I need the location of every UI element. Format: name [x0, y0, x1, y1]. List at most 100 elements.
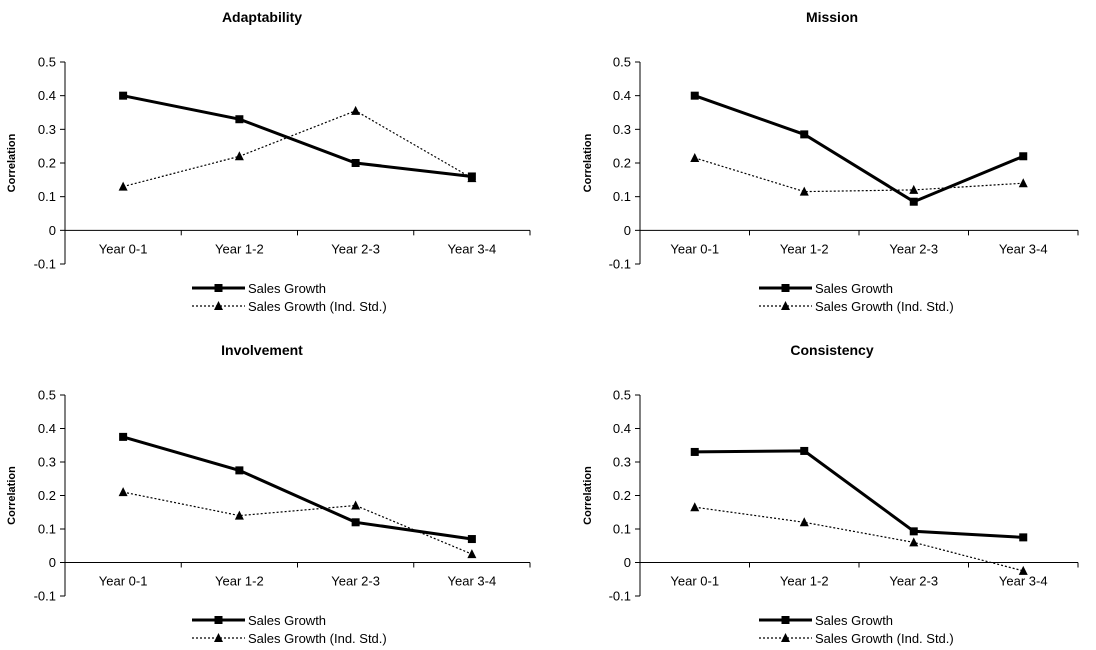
series-sales-growth — [119, 432, 476, 544]
data-point-triangle — [351, 105, 361, 115]
y-tick-label: 0 — [624, 223, 631, 238]
series-line — [694, 94, 1024, 204]
data-point-triangle — [234, 510, 244, 520]
legend: Sales Growth Sales Growth (Ind. Std.) — [759, 281, 954, 314]
x-tick-label: Year 2-3 — [331, 574, 380, 589]
y-tick-label: 0.3 — [613, 455, 631, 470]
series-sales-growth-ind-std — [690, 152, 1028, 196]
y-tick-label: -0.1 — [609, 589, 631, 604]
series-line — [694, 449, 1024, 539]
legend: Sales Growth Sales Growth (Ind. Std.) — [192, 281, 387, 314]
legend-label: Sales Growth (Ind. Std.) — [815, 631, 954, 646]
x-tick-label: Year 3-4 — [448, 241, 497, 256]
chart-panel-involvement: Involvement 0.5 0.4 0.3 0.2 0.1 0 -0.1 Correlati… — [6, 342, 531, 646]
data-point-square — [351, 159, 360, 167]
data-point-triangle — [351, 500, 361, 510]
chart-title: Adaptability — [222, 9, 302, 25]
x-tick-label: Year 3-4 — [999, 241, 1048, 256]
data-point-square — [800, 446, 809, 455]
series-sales-growth — [690, 446, 1028, 542]
y-axis-label: Correlation — [6, 133, 18, 192]
y-tick-label: 0.2 — [613, 488, 631, 503]
series-line — [694, 157, 1024, 193]
y-tick-label: -0.1 — [34, 589, 56, 604]
legend-marker-triangle — [781, 633, 790, 642]
x-tick-label: Year 1-2 — [215, 241, 264, 256]
y-tick-label: 0.1 — [38, 522, 56, 537]
x-tick-label: Year 0-1 — [99, 574, 148, 589]
y-tick-label: 0.5 — [38, 55, 56, 70]
y-axis-label: Correlation — [6, 466, 18, 525]
series-line — [122, 94, 473, 178]
data-point-triangle — [1018, 178, 1028, 188]
series-line — [694, 506, 1024, 572]
y-tick-label: 0.1 — [613, 522, 631, 537]
data-point-square — [690, 91, 699, 100]
legend-marker-square — [214, 616, 223, 624]
x-tick-label: Year 2-3 — [889, 574, 938, 589]
y-tick-label: 0.5 — [38, 388, 56, 403]
x-tick-label: Year 0-1 — [670, 241, 719, 256]
legend-label: Sales Growth — [815, 613, 893, 628]
data-point-triangle — [799, 186, 809, 196]
x-tick-label: Year 3-4 — [448, 574, 497, 589]
x-tick-label: Year 0-1 — [670, 574, 719, 589]
chart-panel-consistency: Consistency 0.5 0.4 0.3 0.2 0.1 0 -0.1 Correlati… — [582, 342, 1079, 646]
x-tick-label: Year 1-2 — [215, 574, 264, 589]
data-point-triangle — [690, 502, 700, 512]
data-point-square — [1019, 152, 1028, 161]
x-tick-label: Year 3-4 — [999, 574, 1048, 589]
y-tick-label: -0.1 — [34, 257, 56, 272]
x-tick-label: Year 1-2 — [780, 241, 829, 256]
data-point-triangle — [1018, 565, 1028, 575]
data-point-square — [909, 527, 918, 536]
y-tick-label: 0.3 — [38, 122, 56, 137]
legend-marker-triangle — [214, 633, 223, 642]
legend-marker-triangle — [214, 301, 223, 310]
data-point-square — [690, 447, 699, 456]
y-tick-label: 0 — [49, 555, 56, 570]
data-point-square — [235, 466, 244, 475]
y-tick-label: 0.3 — [38, 455, 56, 470]
data-point-triangle — [118, 181, 128, 191]
legend-marker-square — [214, 284, 223, 292]
series-line — [122, 435, 473, 541]
y-tick-label: 0.2 — [38, 156, 56, 171]
data-point-triangle — [799, 517, 809, 527]
legend-marker-square — [781, 284, 790, 292]
legend-marker-square — [781, 616, 790, 624]
y-tick-label: 0.2 — [613, 156, 631, 171]
legend-label: Sales Growth — [248, 281, 326, 296]
legend: Sales Growth Sales Growth (Ind. Std.) — [192, 613, 387, 646]
y-tick-label: 0.4 — [38, 421, 56, 436]
chart-title: Consistency — [790, 342, 873, 358]
y-tick-label: 0.5 — [613, 55, 631, 70]
data-point-square — [800, 130, 809, 139]
legend-label: Sales Growth (Ind. Std.) — [815, 299, 954, 314]
data-point-square — [119, 91, 128, 100]
legend: Sales Growth Sales Growth (Ind. Std.) — [759, 613, 954, 646]
series-sales-growth-ind-std — [118, 487, 477, 559]
series-sales-growth — [690, 91, 1028, 206]
y-tick-label: 0.4 — [613, 88, 631, 103]
data-point-triangle — [234, 151, 244, 161]
legend-marker-triangle — [781, 301, 790, 310]
y-tick-label: 0.2 — [38, 488, 56, 503]
x-tick-label: Year 2-3 — [331, 241, 380, 256]
series-sales-growth — [119, 91, 476, 181]
series-sales-growth-ind-std — [118, 105, 477, 191]
legend-label: Sales Growth — [248, 613, 326, 628]
y-tick-label: 0 — [624, 555, 631, 570]
y-axis-label: Correlation — [582, 466, 594, 525]
y-tick-label: 0.3 — [613, 122, 631, 137]
y-tick-label: 0 — [49, 223, 56, 238]
data-point-triangle — [909, 184, 919, 194]
y-tick-label: 0.4 — [613, 421, 631, 436]
data-point-triangle — [467, 549, 477, 559]
y-tick-label: 0.1 — [613, 189, 631, 204]
data-point-square — [119, 432, 128, 441]
x-tick-label: Year 2-3 — [889, 241, 938, 256]
data-point-triangle — [467, 173, 477, 183]
chart-title: Involvement — [221, 342, 303, 358]
